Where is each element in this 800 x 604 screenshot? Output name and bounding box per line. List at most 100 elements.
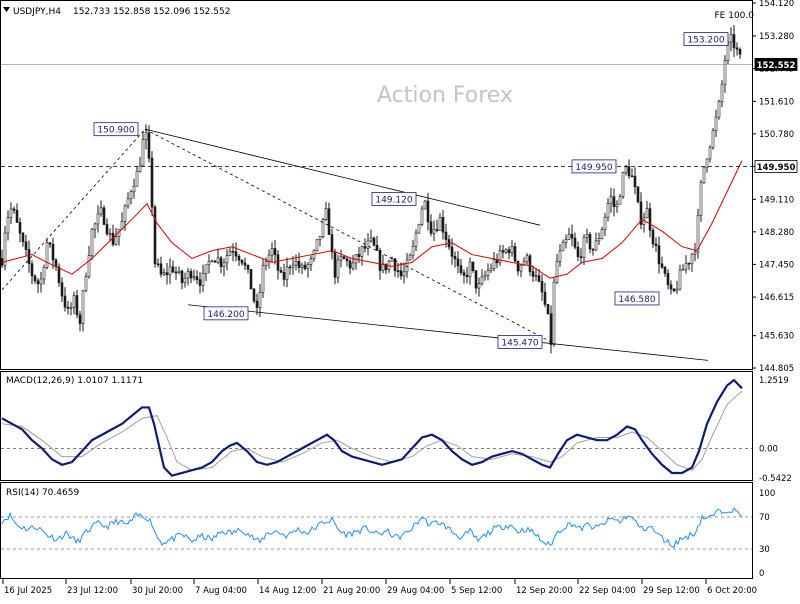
macd-tick-label: 1.2519 [759, 376, 789, 386]
candle [525, 253, 529, 265]
candle-body [126, 198, 130, 207]
candle-body [582, 236, 586, 258]
candle [435, 219, 439, 233]
candle-body [165, 272, 169, 276]
candle [18, 217, 22, 243]
candle-body [357, 254, 361, 257]
candle [699, 179, 703, 222]
candle [555, 253, 559, 284]
candle-body [420, 208, 424, 225]
candle-body [15, 209, 19, 223]
candle-body [84, 276, 88, 292]
candle [93, 222, 97, 239]
candle-body [159, 263, 163, 275]
candle [468, 257, 472, 285]
candle-body [348, 260, 352, 269]
candle [462, 269, 466, 284]
candle [606, 198, 610, 222]
candle-body [624, 166, 628, 173]
candle [150, 151, 154, 216]
candle [636, 186, 640, 204]
candle-body [729, 34, 733, 43]
candle [342, 255, 346, 260]
candle-body [72, 295, 76, 308]
candle-body [672, 288, 676, 292]
price-annotation-box [93, 122, 139, 137]
candle-body [585, 234, 589, 238]
candle [300, 262, 304, 275]
candle-body [309, 258, 313, 265]
candle [324, 201, 328, 222]
candle [714, 109, 718, 137]
candle [141, 130, 145, 167]
candle [75, 289, 79, 319]
current-price-tag-box [754, 58, 798, 71]
candle-body [369, 237, 373, 242]
candle-body [339, 256, 343, 261]
candle [108, 228, 112, 241]
candle-body [69, 306, 73, 309]
candle [711, 127, 715, 150]
candle [705, 158, 709, 173]
candle [432, 220, 436, 242]
candle [297, 252, 301, 274]
rsi-tick-label: 70 [759, 513, 770, 523]
candle [258, 283, 262, 317]
candle [9, 202, 13, 224]
moving-average [1, 160, 743, 279]
candle-body [594, 240, 598, 251]
candle-body [627, 166, 631, 177]
candle [255, 293, 259, 316]
candle-body [189, 271, 193, 279]
candle [735, 42, 739, 56]
time-tick-label: 29 Sep 12:00 [643, 586, 700, 596]
candle-body [546, 304, 550, 315]
candle [591, 248, 595, 256]
candle-body [531, 271, 535, 277]
candle [219, 255, 223, 274]
candle-body [102, 207, 106, 225]
candle-body [534, 275, 538, 277]
macd-tick-label: -0.5422 [759, 474, 792, 484]
candle-body [18, 222, 22, 234]
time-tick-label: 16 Jul 2025 [4, 586, 52, 596]
trend-line [144, 128, 541, 226]
candle-body [306, 264, 310, 270]
candle [171, 260, 175, 274]
candle [282, 263, 286, 287]
candle-body [129, 191, 133, 200]
candle-body [207, 261, 211, 266]
candle-body [63, 295, 67, 308]
candle [6, 210, 10, 241]
candle [528, 253, 532, 276]
time-tick-label: 22 Sep 04:00 [579, 586, 636, 596]
candle [720, 80, 724, 108]
candle-body [132, 185, 136, 193]
candle [42, 264, 46, 285]
candle-body [60, 282, 64, 297]
candle-body [324, 208, 328, 220]
price-tick-label: 150.780 [759, 130, 794, 140]
candle [681, 264, 685, 271]
candle-body [228, 250, 232, 256]
candle [30, 260, 34, 285]
candle [228, 247, 232, 257]
candle [330, 228, 334, 260]
collapse-triangle-icon[interactable] [3, 7, 10, 12]
candle [402, 262, 406, 284]
candle [120, 212, 124, 230]
candle-body [465, 274, 469, 278]
candle-body [435, 229, 439, 231]
candle-body [378, 250, 382, 271]
candle-body [162, 272, 166, 275]
candle [600, 226, 604, 240]
candle-body [573, 237, 577, 248]
candle [498, 244, 502, 266]
candle-body [432, 229, 436, 234]
candle [513, 242, 517, 263]
candle [39, 271, 43, 293]
candle-body [630, 175, 634, 178]
candle-body [411, 245, 415, 256]
candle-body [717, 101, 721, 118]
candle-body [612, 196, 616, 208]
